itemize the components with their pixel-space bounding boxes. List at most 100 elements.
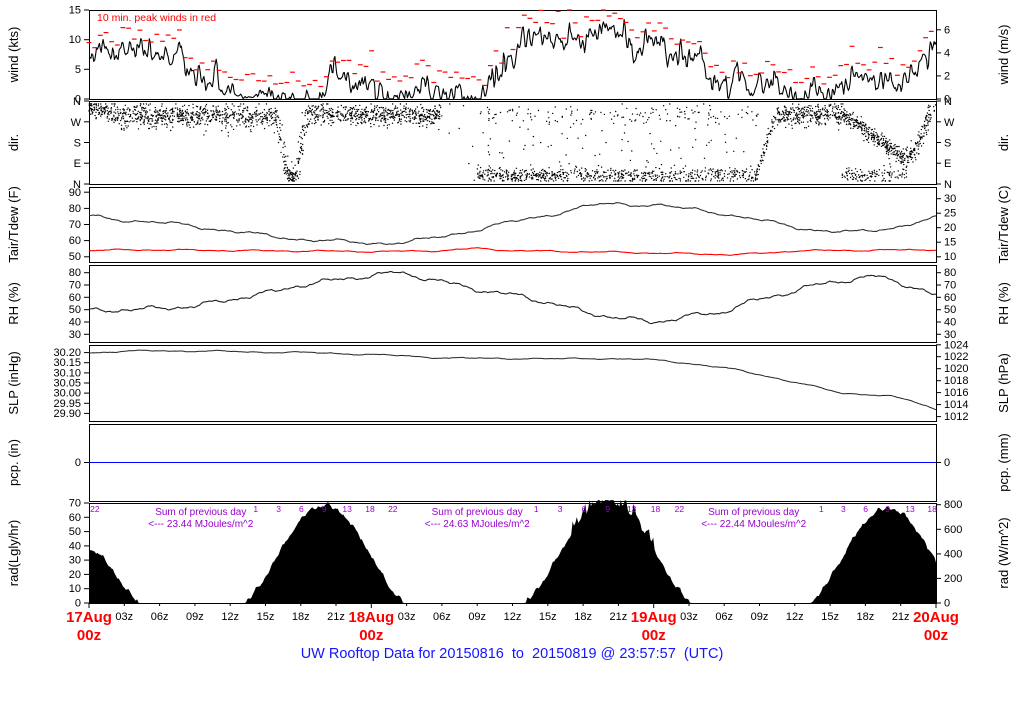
- svg-text:25: 25: [944, 208, 956, 220]
- svg-text:5: 5: [75, 64, 81, 76]
- svg-text:1012: 1012: [944, 411, 968, 423]
- svg-text:00z: 00z: [359, 627, 383, 644]
- svg-text:S: S: [74, 138, 81, 150]
- svg-text:40: 40: [69, 540, 81, 552]
- svg-text:dir.: dir.: [6, 134, 21, 151]
- svg-text:pcp. (in): pcp. (in): [6, 439, 21, 486]
- svg-text:18z: 18z: [857, 611, 875, 623]
- svg-text:06z: 06z: [433, 611, 451, 623]
- svg-text:1: 1: [253, 504, 258, 514]
- svg-text:W: W: [944, 117, 955, 129]
- svg-text:10: 10: [69, 34, 81, 46]
- svg-text:SLP (inHg): SLP (inHg): [6, 351, 21, 414]
- svg-text:N: N: [944, 179, 952, 191]
- svg-text:18: 18: [365, 504, 375, 514]
- svg-text:3: 3: [558, 504, 563, 514]
- svg-text:15z: 15z: [257, 611, 275, 623]
- svg-text:Tair/Tdew (C): Tair/Tdew (C): [996, 185, 1011, 263]
- svg-text:15: 15: [944, 237, 956, 249]
- svg-text:00z: 00z: [642, 627, 666, 644]
- svg-text:21z: 21z: [610, 611, 628, 623]
- svg-text:400: 400: [944, 548, 962, 560]
- svg-text:10: 10: [69, 583, 81, 595]
- svg-text:06z: 06z: [715, 611, 733, 623]
- svg-text:30: 30: [69, 555, 81, 567]
- svg-text:09z: 09z: [751, 611, 769, 623]
- svg-text:1022: 1022: [944, 351, 968, 363]
- svg-text:Tair/Tdew (F): Tair/Tdew (F): [6, 186, 21, 263]
- svg-text:80: 80: [69, 203, 81, 215]
- svg-text:18: 18: [927, 504, 937, 514]
- svg-text:wind (kts): wind (kts): [6, 27, 21, 84]
- svg-text:18Aug: 18Aug: [348, 609, 394, 626]
- svg-text:Sum of previous day: Sum of previous day: [155, 507, 246, 518]
- svg-text:1014: 1014: [944, 399, 968, 411]
- svg-text:pcp. (mm): pcp. (mm): [996, 433, 1011, 492]
- svg-text:1024: 1024: [944, 339, 968, 351]
- svg-text:15z: 15z: [821, 611, 839, 623]
- svg-text:50: 50: [944, 304, 956, 316]
- svg-text:19Aug: 19Aug: [631, 609, 677, 626]
- svg-text:0: 0: [944, 457, 950, 469]
- svg-text:18z: 18z: [574, 611, 592, 623]
- svg-text:18z: 18z: [292, 611, 310, 623]
- svg-text:00z: 00z: [77, 627, 101, 644]
- svg-text:13: 13: [342, 504, 352, 514]
- svg-text:W: W: [71, 117, 82, 129]
- svg-text:0: 0: [75, 598, 81, 610]
- svg-text:6: 6: [582, 504, 587, 514]
- svg-text:6: 6: [944, 24, 950, 36]
- svg-text:12z: 12z: [221, 611, 239, 623]
- svg-text:20: 20: [944, 222, 956, 234]
- svg-text:800: 800: [944, 499, 962, 511]
- svg-text:13: 13: [627, 504, 637, 514]
- svg-text:<--- 23.44 MJoules/m^2: <--- 23.44 MJoules/m^2: [148, 519, 253, 530]
- svg-text:600: 600: [944, 524, 962, 536]
- svg-text:RH (%): RH (%): [996, 282, 1011, 325]
- svg-text:0: 0: [75, 457, 81, 469]
- svg-text:0: 0: [944, 598, 950, 610]
- svg-text:06z: 06z: [151, 611, 169, 623]
- svg-text:22: 22: [675, 504, 685, 514]
- svg-text:30.20: 30.20: [53, 347, 81, 359]
- svg-text:N: N: [73, 96, 81, 108]
- svg-text:21z: 21z: [892, 611, 910, 623]
- svg-text:22: 22: [90, 504, 100, 514]
- svg-text:dir.: dir.: [996, 134, 1011, 151]
- svg-text:09z: 09z: [468, 611, 486, 623]
- svg-text:3: 3: [841, 504, 846, 514]
- svg-text:00z: 00z: [924, 627, 948, 644]
- svg-text:30: 30: [944, 193, 956, 205]
- svg-text:9: 9: [885, 504, 890, 514]
- svg-text:70: 70: [69, 219, 81, 231]
- svg-text:rad (W/m^2): rad (W/m^2): [996, 517, 1011, 588]
- svg-text:22: 22: [388, 504, 398, 514]
- svg-text:E: E: [944, 158, 951, 170]
- svg-text:60: 60: [944, 292, 956, 304]
- svg-text:12z: 12z: [504, 611, 522, 623]
- svg-text:1018: 1018: [944, 375, 968, 387]
- svg-text:30: 30: [69, 329, 81, 341]
- svg-text:03z: 03z: [115, 611, 133, 623]
- svg-text:<--- 24.63 MJoules/m^2: <--- 24.63 MJoules/m^2: [425, 519, 530, 530]
- svg-text:21z: 21z: [327, 611, 345, 623]
- svg-text:S: S: [944, 138, 951, 150]
- svg-text:15: 15: [69, 5, 81, 17]
- svg-text:13: 13: [905, 504, 915, 514]
- svg-text:10 min. peak winds in red: 10 min. peak winds in red: [97, 12, 216, 24]
- svg-text:1020: 1020: [944, 363, 968, 375]
- svg-text:70: 70: [69, 280, 81, 292]
- svg-text:1: 1: [534, 504, 539, 514]
- svg-text:1: 1: [819, 504, 824, 514]
- svg-text:rad(Lgly/hr): rad(Lgly/hr): [6, 520, 21, 586]
- svg-text:09z: 09z: [186, 611, 204, 623]
- svg-text:80: 80: [944, 267, 956, 279]
- svg-text:60: 60: [69, 292, 81, 304]
- svg-text:Sum of previous day: Sum of previous day: [432, 507, 523, 518]
- svg-text:3: 3: [276, 504, 281, 514]
- svg-text:4: 4: [944, 47, 950, 59]
- svg-text:40: 40: [69, 317, 81, 329]
- svg-text:<--- 22.44 MJoules/m^2: <--- 22.44 MJoules/m^2: [701, 519, 806, 530]
- svg-text:70: 70: [69, 498, 81, 510]
- svg-text:80: 80: [69, 267, 81, 279]
